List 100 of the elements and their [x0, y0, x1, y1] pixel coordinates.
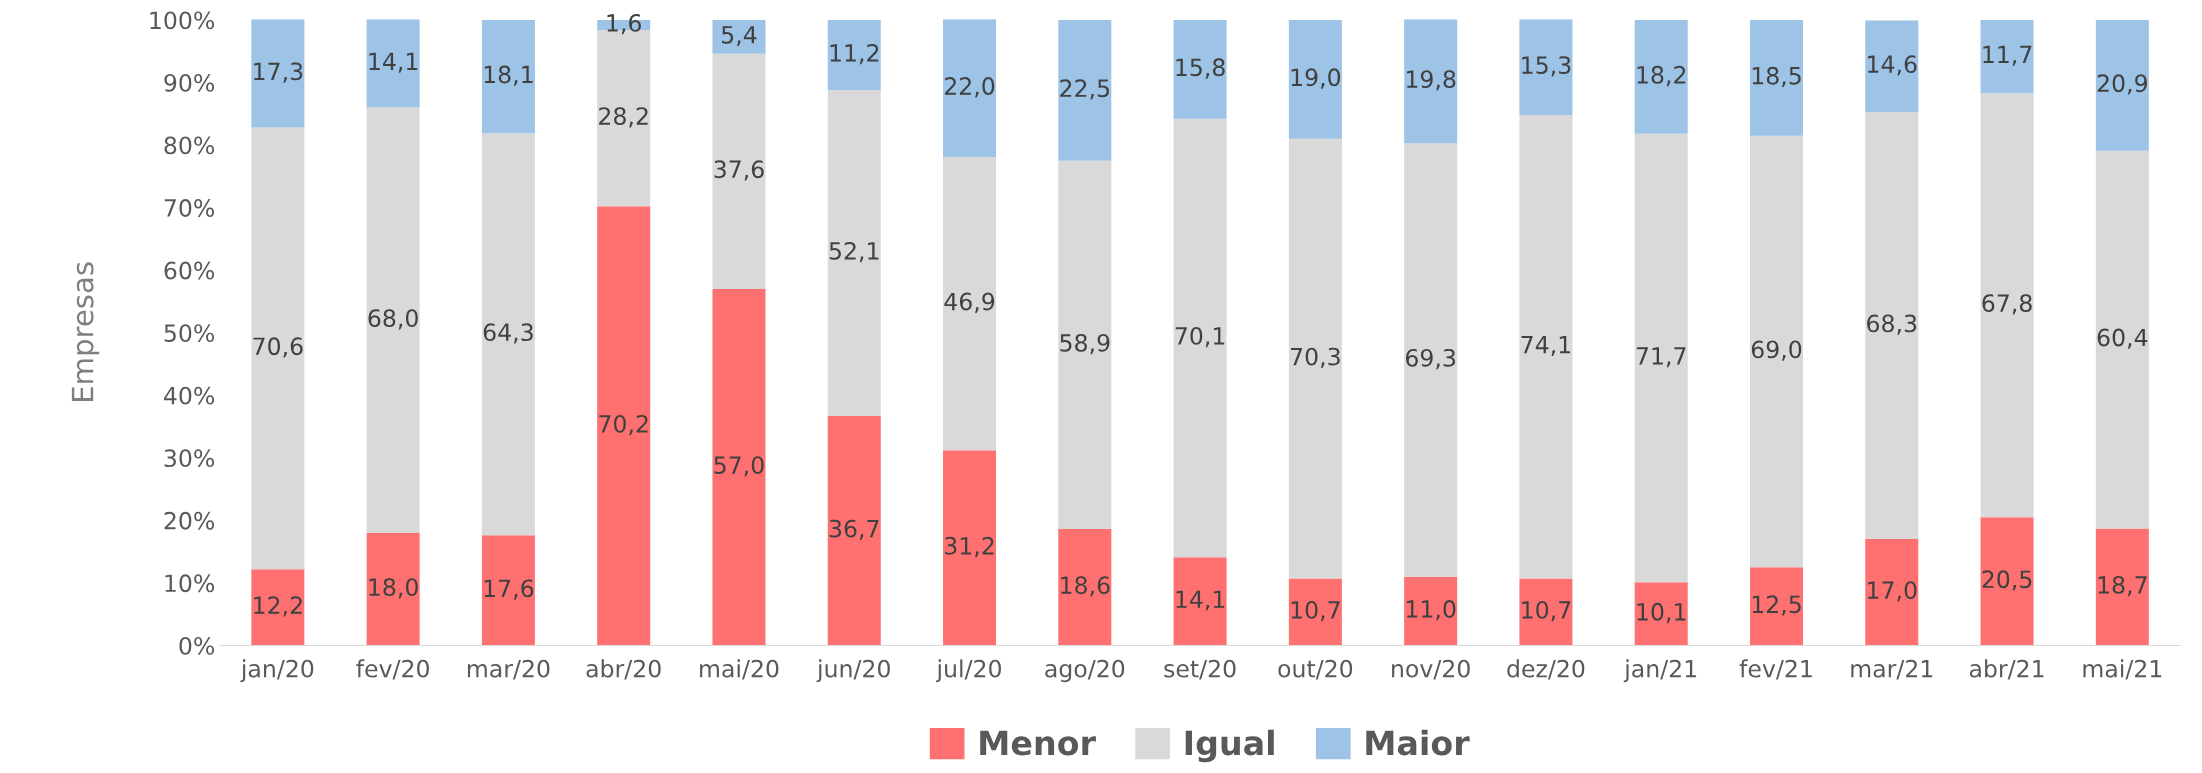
data-label: 15,3 [1522, 56, 1571, 77]
data-label: 20,9 [2097, 74, 2147, 95]
x-tick-label: fev/20 [356, 659, 429, 680]
data-label: 19,0 [1291, 68, 1341, 89]
data-label: 68,0 [368, 309, 418, 330]
data-label: 14,6 [1868, 55, 1917, 76]
bar [943, 156, 997, 451]
data-label: 17,0 [1868, 581, 1917, 602]
bar [1173, 118, 1227, 558]
data-label: 69,3 [1406, 348, 1456, 370]
bar [1519, 115, 1573, 579]
bar [481, 133, 535, 536]
x-tick-label: mar/21 [1851, 659, 1933, 680]
data-label: 22,5 [1060, 79, 1110, 100]
y-tick-label: 100% [150, 11, 215, 30]
y-tick-label: 20% [164, 511, 215, 530]
bar [827, 415, 881, 646]
x-tick-label: dez/20 [1507, 659, 1585, 680]
y-tick-label: 0% [179, 636, 215, 655]
bar [1173, 19, 1227, 119]
y-tick-label: 30% [164, 449, 215, 468]
x-tick-label: ago/20 [1045, 659, 1125, 683]
data-label: 1,6 [607, 13, 641, 35]
data-label: 18,2 [1637, 65, 1686, 87]
data-label: 18,5 [1752, 66, 1801, 88]
bar [827, 90, 881, 416]
x-tick-label: nov/20 [1392, 659, 1470, 680]
bar [251, 569, 305, 646]
data-label: 57,0 [714, 456, 764, 477]
bar [1519, 578, 1573, 646]
bar [1865, 111, 1919, 540]
bar [481, 19, 535, 134]
bar [1404, 143, 1458, 577]
data-label: 31,2 [945, 536, 994, 558]
x-tick-label: jan/21 [1623, 659, 1697, 683]
bar [1173, 557, 1227, 646]
x-tick-label: abr/20 [586, 659, 661, 680]
x-tick-label: jul/20 [936, 659, 1001, 683]
data-label: 46,9 [944, 292, 995, 313]
bar [1288, 138, 1342, 579]
data-label: 12,2 [254, 596, 302, 617]
bar [712, 19, 766, 54]
data-label: 10,7 [1522, 600, 1571, 622]
x-tick-label: set/20 [1164, 659, 1236, 680]
bar [366, 19, 420, 108]
data-label: 70,1 [1175, 327, 1225, 348]
data-label: 70,2 [599, 414, 648, 436]
bar [1634, 582, 1688, 646]
data-label: 11,2 [830, 43, 879, 65]
data-label: 69,0 [1751, 340, 1802, 361]
data-label: 60,4 [2097, 328, 2148, 349]
data-label: 71,7 [1636, 347, 1686, 368]
data-label: 74,1 [1521, 336, 1571, 357]
data-label: 52,1 [829, 241, 879, 263]
data-label: 18,1 [484, 65, 533, 86]
data-label: 70,6 [253, 337, 303, 358]
data-label: 18,0 [369, 578, 418, 599]
bar [1749, 19, 1804, 136]
data-label: 28,2 [599, 107, 648, 128]
y-axis-title: Empresas [71, 262, 100, 401]
bar [2095, 150, 2149, 529]
bar [943, 19, 997, 157]
bar [1865, 20, 1919, 112]
x-tick-label: jun/20 [816, 659, 890, 683]
bar [1749, 567, 1804, 646]
x-tick-label: mai/20 [700, 659, 779, 680]
data-label: 67,8 [1982, 294, 2032, 315]
data-label: 22,0 [944, 77, 995, 98]
bar [712, 53, 766, 289]
data-label: 37,6 [714, 160, 764, 181]
x-tick-label: mai/21 [2083, 659, 2162, 680]
data-label: 20,5 [1982, 570, 2032, 591]
data-label: 11,0 [1406, 600, 1456, 621]
data-label: 10,1 [1637, 602, 1686, 624]
bar [2095, 528, 2149, 646]
bar [1288, 578, 1342, 646]
bar [1058, 19, 1112, 161]
bar [2095, 19, 2149, 151]
y-tick-label: 10% [165, 574, 215, 593]
x-tick-label: mar/20 [467, 659, 550, 680]
bar [1058, 160, 1112, 530]
data-label: 5,4 [722, 26, 757, 47]
data-label: 18,6 [1061, 576, 1110, 597]
data-label: 15,8 [1176, 58, 1225, 79]
legend-label: Menor [980, 730, 1096, 756]
bar [597, 206, 651, 646]
x-tick-label: jan/20 [240, 659, 314, 683]
legend-label: Maior [1366, 729, 1470, 756]
bar [1980, 517, 2034, 646]
data-label: 10,7 [1291, 600, 1340, 622]
bar [1980, 19, 2034, 94]
x-tick-label: out/20 [1278, 659, 1353, 680]
data-label: 36,7 [829, 519, 879, 540]
bar [251, 127, 305, 570]
data-label: 11,7 [1983, 45, 2032, 66]
data-label: 14,1 [369, 52, 418, 73]
y-tick-label: 50% [164, 324, 215, 343]
data-label: 12,5 [1752, 595, 1801, 616]
bar [1980, 93, 2034, 518]
y-tick-label: 70% [164, 199, 215, 217]
